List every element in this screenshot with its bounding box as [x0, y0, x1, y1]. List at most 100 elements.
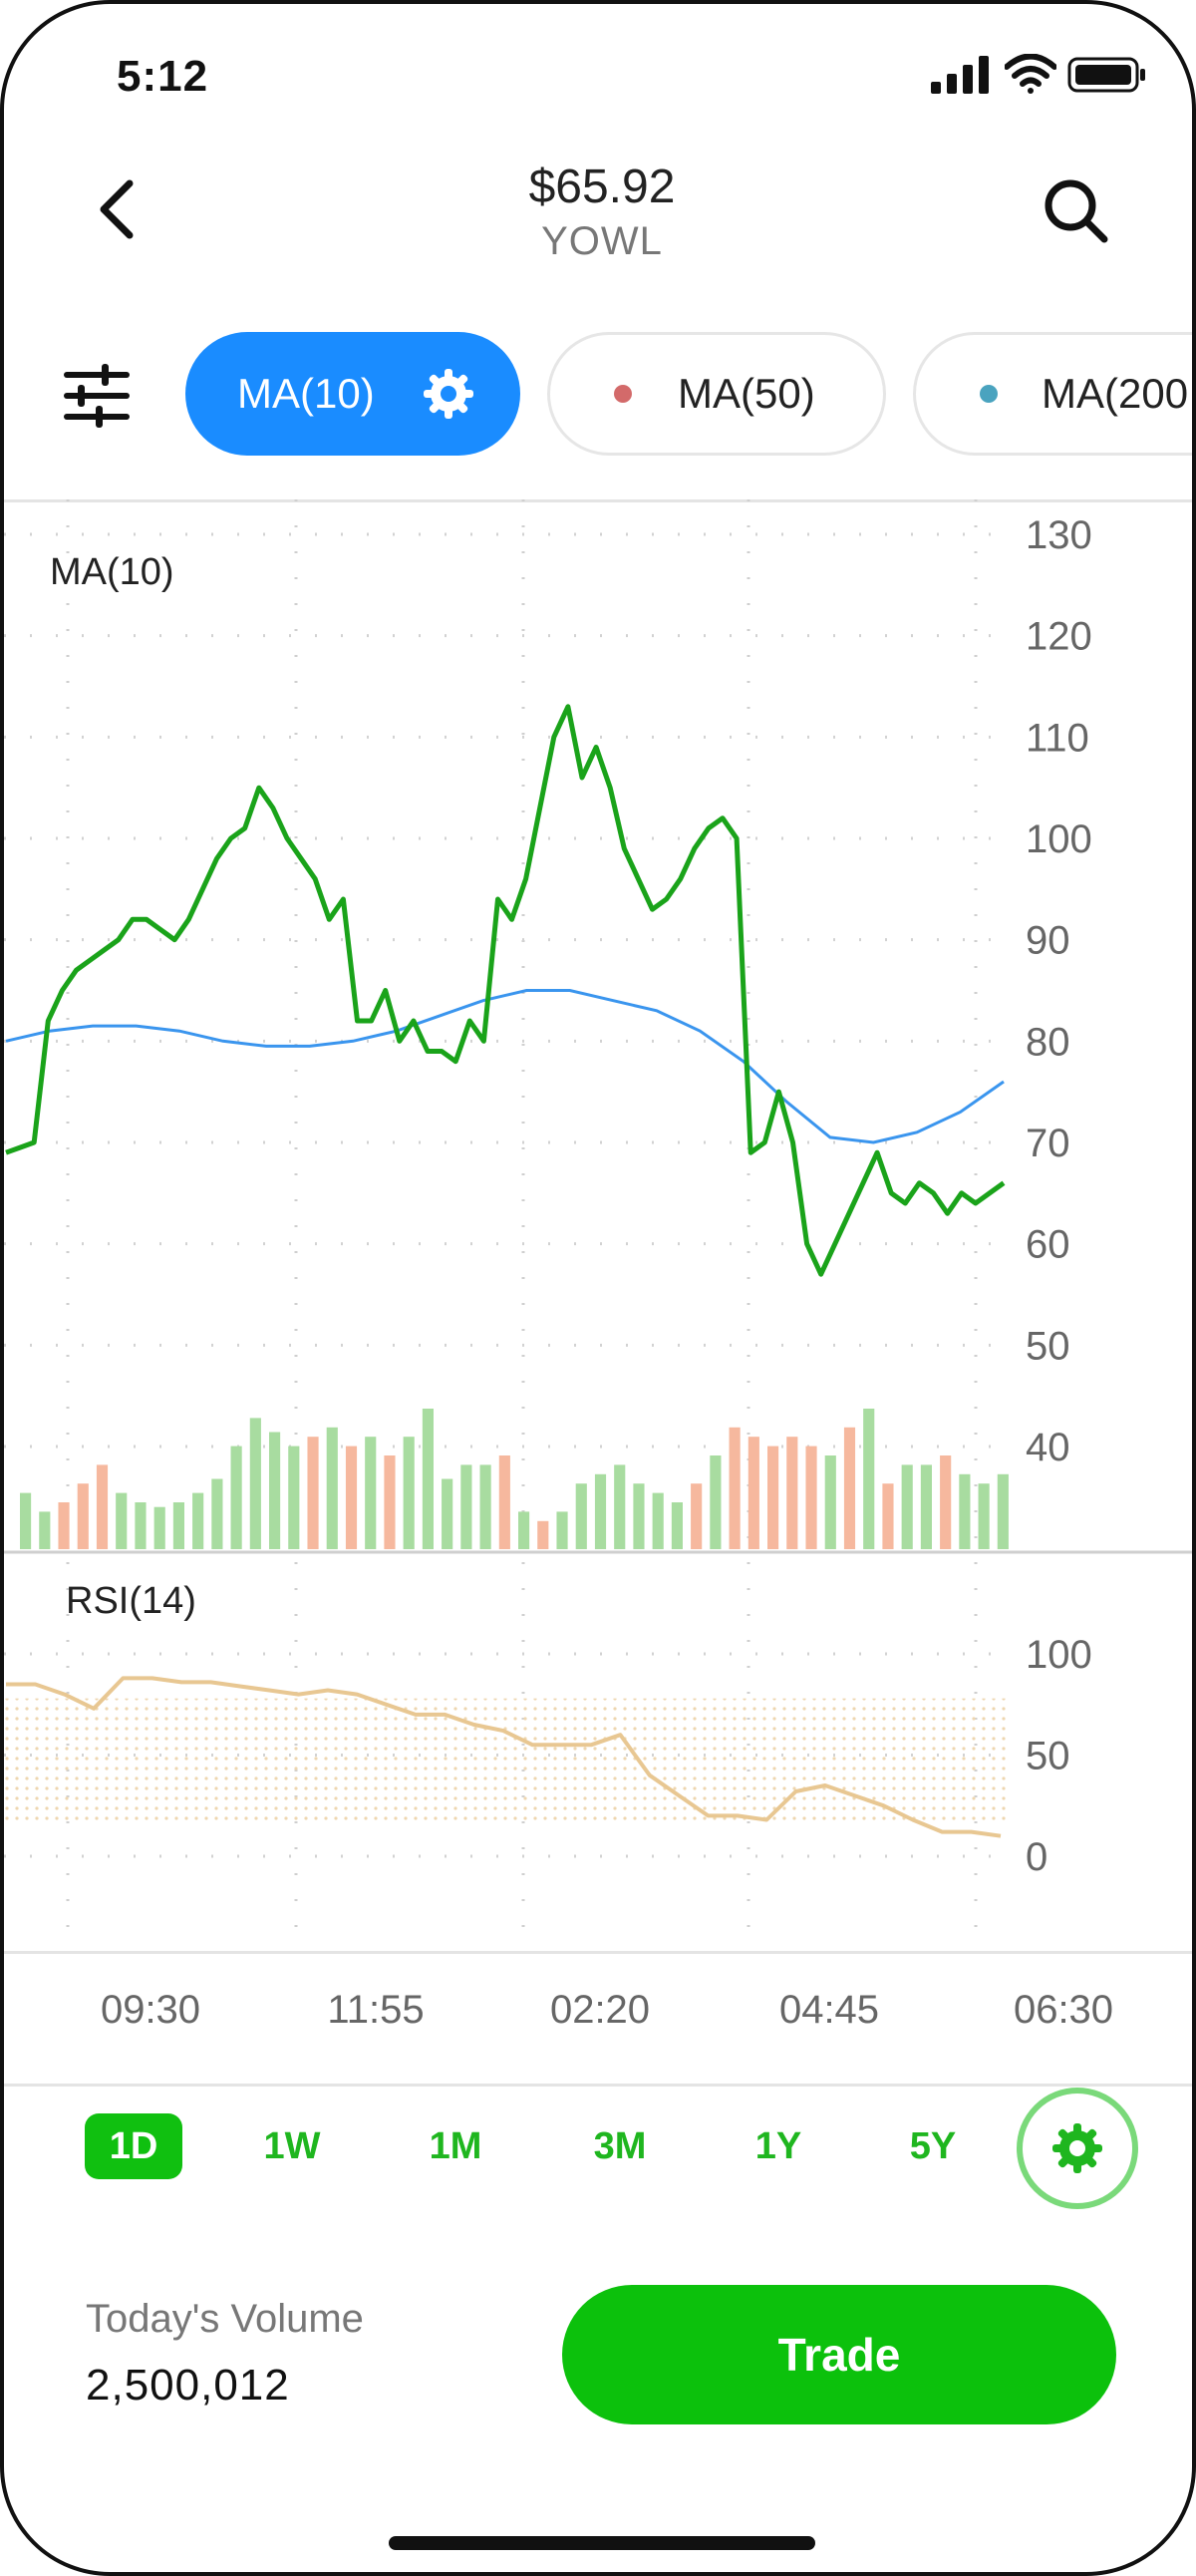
x-axis-label: 11:55 [327, 1988, 425, 2032]
status-time: 5:12 [117, 52, 209, 101]
gear-icon [1052, 2123, 1102, 2173]
x-axis-label: 06:30 [1013, 1988, 1114, 2032]
volume-bar [77, 1483, 89, 1549]
sliders-icon[interactable] [62, 364, 132, 428]
trade-button[interactable]: Trade [562, 2285, 1116, 2424]
period-5y-button[interactable]: 5Y [909, 2124, 957, 2167]
volume-bar [384, 1455, 396, 1549]
volume-bar [326, 1427, 338, 1549]
volume-bar [116, 1492, 128, 1549]
periods-top-divider [4, 2084, 1192, 2087]
volume-bar [153, 1506, 165, 1549]
indicator-chip-ma50[interactable]: MA(50) [547, 332, 886, 456]
battery-icon [1067, 57, 1145, 93]
period-3m-button[interactable]: 3M [593, 2124, 647, 2167]
volume-bar [172, 1502, 184, 1549]
y-tick-label: 40 [1026, 1426, 1070, 1469]
volume-bar [652, 1492, 664, 1549]
volume-bar [940, 1455, 952, 1549]
y-tick-label: 120 [1026, 615, 1092, 659]
volume-bar [920, 1464, 932, 1549]
volume-bar [767, 1446, 779, 1549]
volume-bar [460, 1464, 472, 1549]
volume-bar [135, 1502, 147, 1549]
volume-bar [729, 1427, 741, 1549]
period-1y-button[interactable]: 1Y [754, 2124, 802, 2167]
rsi-line [6, 1676, 1002, 1838]
series-color-dot [614, 385, 632, 403]
volume-bar [671, 1502, 683, 1549]
volume-bar [805, 1446, 817, 1549]
volume-bar [633, 1483, 645, 1549]
indicator-chip-ma10[interactable]: MA(10) [185, 332, 520, 456]
period-1m-button[interactable]: 1M [429, 2124, 482, 2167]
period-1w-button[interactable]: 1W [263, 2124, 321, 2167]
y-tick-label: 90 [1026, 919, 1070, 963]
ma-line [5, 989, 1005, 1144]
cellular-signal-icon [931, 56, 989, 94]
volume-bar [786, 1437, 798, 1549]
volume-bar [614, 1464, 626, 1549]
chart-top-divider [4, 499, 1192, 502]
volume-bar [20, 1492, 32, 1549]
volume-bar [710, 1455, 722, 1549]
y-tick-label: 100 [1026, 817, 1092, 861]
volume-bar [594, 1473, 607, 1549]
gear-icon[interactable] [423, 368, 474, 420]
y-tick-label: 70 [1026, 1122, 1070, 1165]
stock-ticker: YOWL [541, 219, 663, 263]
chip-label: MA(50) [678, 370, 815, 417]
price-chart[interactable]: 130 120 110 100 90 80 70 60 50 40 MA(10) 100 50 0 RSI(… [4, 499, 1196, 1955]
volume-bar [843, 1427, 856, 1549]
chip-label: MA(10) [237, 370, 375, 417]
chart-title: MA(10) [50, 551, 174, 593]
y-tick-label: 60 [1026, 1223, 1070, 1267]
volume-bar [96, 1464, 109, 1549]
volume-bar [345, 1446, 358, 1549]
volume-bar [882, 1483, 894, 1549]
wifi-icon [1005, 54, 1056, 94]
volume-bar [58, 1502, 70, 1549]
indicator-chip-row: MA(10) MA(50) MA(200 [4, 328, 1192, 458]
volume-bar [556, 1511, 568, 1549]
time-range-selector: 1D 1W 1M 3M 1Y 5Y [4, 2088, 1192, 2209]
volume-bar [863, 1409, 875, 1549]
chart-bottom-divider [4, 1951, 1192, 1954]
volume-bar [959, 1473, 971, 1549]
header: $65.92 YOWL [4, 154, 1192, 303]
volume-bar [307, 1437, 319, 1549]
volume-bar [192, 1492, 204, 1549]
volume-bar [403, 1437, 415, 1549]
rsi-title: RSI(14) [66, 1580, 196, 1622]
stock-price: $65.92 [528, 161, 676, 213]
footer: Today's Volume 2,500,012 Trade [4, 2277, 1192, 2456]
volume-bar [901, 1464, 913, 1549]
volume-bar [479, 1464, 491, 1549]
volume-bar [422, 1409, 434, 1549]
chart-settings-button[interactable] [1017, 2088, 1138, 2209]
volume-bar [691, 1483, 703, 1549]
volume-bar [39, 1511, 51, 1549]
rsi-band [4, 1698, 1006, 1826]
period-1d-button[interactable]: 1D [85, 2113, 182, 2179]
x-axis-label: 02:20 [549, 1988, 651, 2032]
search-icon[interactable] [1041, 175, 1110, 245]
y-tick-label: 50 [1026, 1735, 1070, 1778]
volume-bar [978, 1483, 990, 1549]
y-tick-label: 0 [1026, 1835, 1047, 1879]
volume-bar [748, 1437, 759, 1549]
volume-bar [288, 1446, 300, 1549]
chip-label: MA(200 [1042, 370, 1189, 417]
volume-bar [824, 1455, 836, 1549]
back-chevron-icon[interactable] [84, 173, 155, 245]
indicator-chip-ma200[interactable]: MA(200 [913, 332, 1192, 456]
y-tick-label: 50 [1026, 1324, 1070, 1368]
home-indicator [389, 2536, 815, 2550]
volume-bar [518, 1511, 530, 1549]
series-color-dot [980, 385, 998, 403]
volume-bar [537, 1520, 549, 1549]
y-tick-label: 100 [1026, 1633, 1092, 1677]
y-tick-label: 110 [1026, 716, 1089, 760]
volume-bar [442, 1478, 453, 1549]
